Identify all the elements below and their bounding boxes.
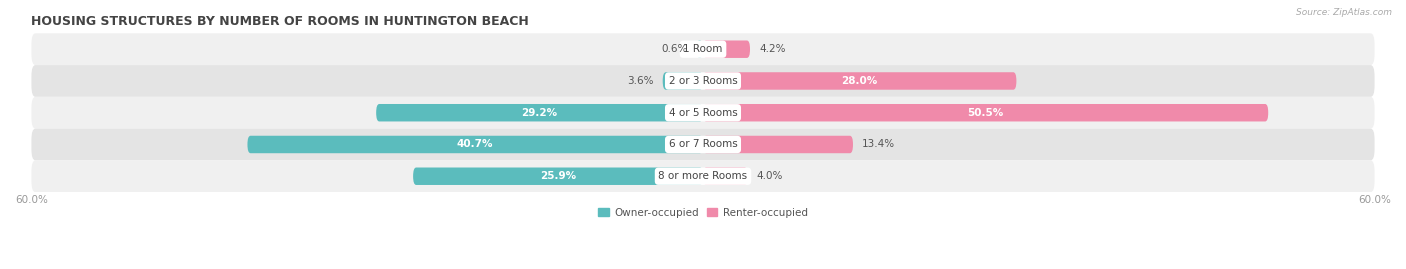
FancyBboxPatch shape (413, 168, 703, 185)
Text: 50.5%: 50.5% (967, 108, 1004, 118)
FancyBboxPatch shape (247, 136, 703, 153)
Text: 28.0%: 28.0% (842, 76, 877, 86)
Text: 25.9%: 25.9% (540, 171, 576, 181)
Text: 1 Room: 1 Room (683, 44, 723, 54)
FancyBboxPatch shape (31, 33, 1375, 65)
Text: Source: ZipAtlas.com: Source: ZipAtlas.com (1296, 8, 1392, 17)
FancyBboxPatch shape (31, 65, 1375, 97)
Text: 2 or 3 Rooms: 2 or 3 Rooms (669, 76, 737, 86)
Text: 29.2%: 29.2% (522, 108, 558, 118)
FancyBboxPatch shape (377, 104, 703, 122)
FancyBboxPatch shape (703, 72, 1017, 90)
FancyBboxPatch shape (696, 40, 703, 58)
Text: 4.0%: 4.0% (756, 171, 783, 181)
Text: 8 or more Rooms: 8 or more Rooms (658, 171, 748, 181)
Text: 3.6%: 3.6% (627, 76, 654, 86)
FancyBboxPatch shape (31, 129, 1375, 160)
Text: 6 or 7 Rooms: 6 or 7 Rooms (669, 140, 737, 150)
FancyBboxPatch shape (31, 160, 1375, 192)
Text: 4.2%: 4.2% (759, 44, 786, 54)
Text: 40.7%: 40.7% (457, 140, 494, 150)
Legend: Owner-occupied, Renter-occupied: Owner-occupied, Renter-occupied (595, 204, 811, 222)
FancyBboxPatch shape (703, 136, 853, 153)
FancyBboxPatch shape (703, 104, 1268, 122)
FancyBboxPatch shape (703, 168, 748, 185)
Text: 13.4%: 13.4% (862, 140, 896, 150)
Text: HOUSING STRUCTURES BY NUMBER OF ROOMS IN HUNTINGTON BEACH: HOUSING STRUCTURES BY NUMBER OF ROOMS IN… (31, 15, 529, 28)
Text: 0.6%: 0.6% (661, 44, 688, 54)
FancyBboxPatch shape (703, 40, 749, 58)
FancyBboxPatch shape (662, 72, 703, 90)
Text: 4 or 5 Rooms: 4 or 5 Rooms (669, 108, 737, 118)
FancyBboxPatch shape (31, 97, 1375, 129)
